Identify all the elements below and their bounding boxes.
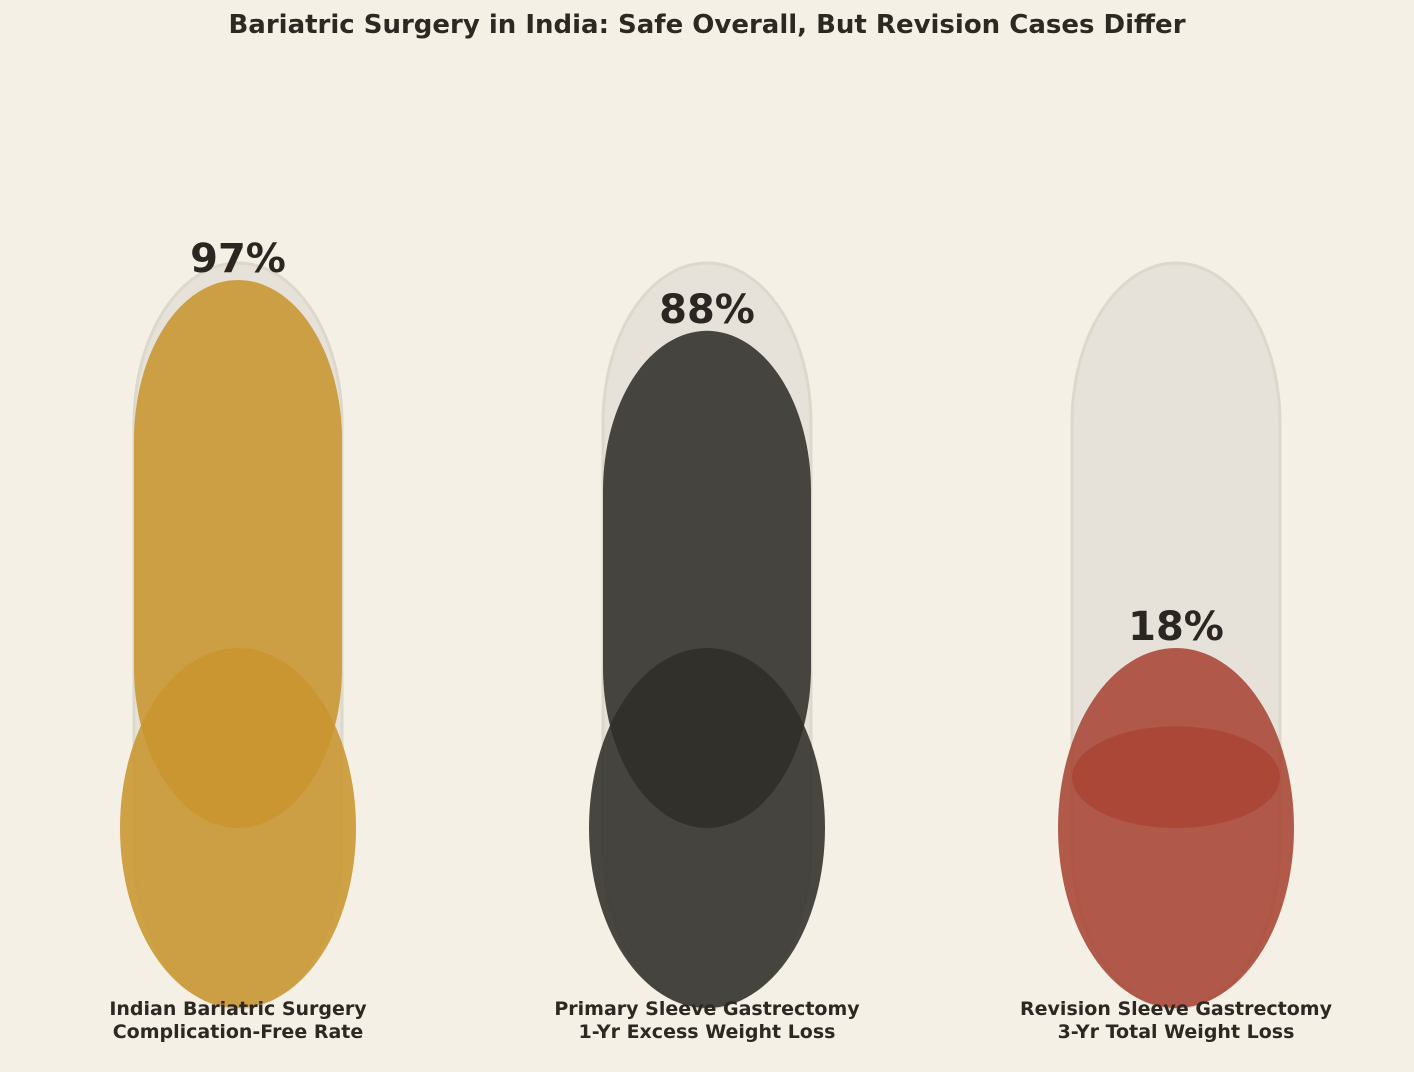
- category-label: Indian Bariatric Surgery: [109, 998, 367, 1020]
- category-label: Complication-Free Rate: [113, 1021, 364, 1043]
- category-label: Revision Sleeve Gastrectomy: [1020, 998, 1333, 1020]
- category-label: Primary Sleeve Gastrectomy: [554, 998, 860, 1020]
- category-label: 1-Yr Excess Weight Loss: [579, 1021, 836, 1043]
- thermometer-bulb: [589, 648, 825, 1008]
- chart-title: Bariatric Surgery in India: Safe Overall…: [228, 10, 1186, 40]
- thermometer-1: 97% Indian Bariatric SurgeryComplication-…: [109, 236, 367, 1043]
- category-label: 3-Yr Total Weight Loss: [1058, 1021, 1295, 1043]
- data-label: 18%: [1128, 604, 1224, 650]
- thermometer-bulb: [1058, 648, 1294, 1008]
- data-label: 88%: [659, 287, 755, 333]
- thermometer-bulb: [120, 648, 356, 1008]
- data-label: 97%: [190, 236, 286, 282]
